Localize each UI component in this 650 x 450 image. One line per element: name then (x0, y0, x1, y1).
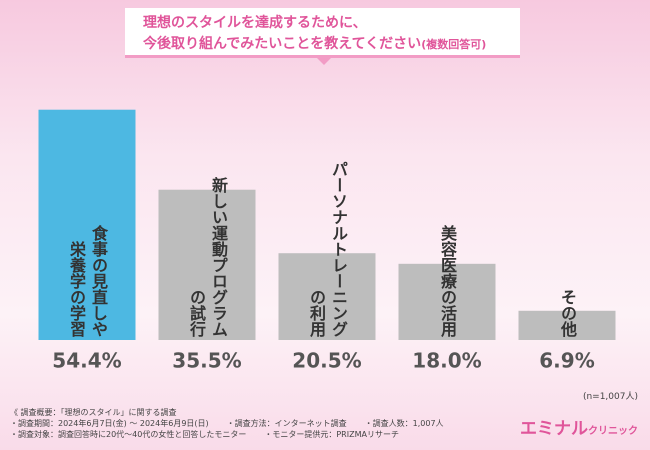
value-label: 18.0% (412, 349, 481, 373)
value-label: 20.5% (292, 349, 361, 373)
category-label: 美容医療の活用 (436, 147, 458, 337)
title-line: 理想のスタイルを達成するために、 (143, 15, 367, 31)
note-item: 調査方法：インターネット調査 (227, 419, 347, 428)
value-label: 54.4% (52, 349, 121, 373)
subtitle: (複数回答可) (421, 38, 487, 51)
title-pointer (317, 58, 331, 65)
category-line: 栄養学の学習 (67, 241, 86, 337)
category-line: の利用 (307, 289, 326, 337)
category-label: パーソナルトレーニング の利用 (305, 147, 349, 337)
category-line: パーソナルトレーニング (329, 161, 348, 337)
bar (518, 310, 616, 340)
bar (278, 253, 376, 340)
category-line: その他 (558, 289, 577, 337)
notes-rows: 調査期間：2024年6月7日(金) ～ 2024年6月9日(日) 調査方法：インタ… (10, 418, 462, 440)
bar (38, 109, 136, 340)
logo-sub: クリニック (588, 426, 638, 437)
note-item: 調査人数：1,007人 (365, 419, 444, 428)
category-label: その他 (556, 147, 578, 337)
survey-notes: 《 調査概要：「理想のスタイル」に関する調査 調査期間：2024年6月7日(金)… (10, 407, 462, 440)
bar (158, 189, 256, 340)
category-line: 美容医療の活用 (438, 225, 457, 337)
notes-row: 調査期間：2024年6月7日(金) ～ 2024年6月9日(日) 調査方法：インタ… (10, 418, 462, 429)
notes-heading: 《 調査概要：「理想のスタイル」に関する調査 (10, 408, 177, 417)
note-item: モニター提供元：PRIZMAリサーチ (264, 430, 399, 439)
notes-row: 調査対象：調査回答時に20代～40代の女性と回答したモニター モニター提供元：PR… (10, 429, 462, 440)
value-label: 6.9% (539, 349, 594, 373)
category-line: 新しい運動プログラム (209, 177, 228, 337)
value-label: 35.5% (172, 349, 241, 373)
category-label: 食事の見直しや 栄養学の学習 (65, 147, 109, 337)
logo-main: エミナル (520, 419, 588, 439)
bar (398, 263, 496, 340)
category-line: の試行 (187, 289, 206, 337)
category-label: 新しい運動プログラム の試行 (185, 147, 229, 337)
title-text: 今後取り組んでみたいことを教えてください (143, 36, 422, 52)
note-item: 調査対象：調査回答時に20代～40代の女性と回答したモニター (10, 430, 246, 439)
title-line: 今後取り組んでみたいことを教えてください(複数回答可) (143, 34, 520, 55)
sample-note: (n=1,007人) (582, 392, 638, 402)
title-box: 理想のスタイルを達成するために、 今後取り組んでみたいことを教えてください(複数… (125, 8, 520, 58)
logo: エミナルクリニック (520, 414, 638, 439)
category-line: 食事の見直しや (89, 225, 108, 337)
note-item: 調査期間：2024年6月7日(金) ～ 2024年6月9日(日) (10, 419, 209, 428)
